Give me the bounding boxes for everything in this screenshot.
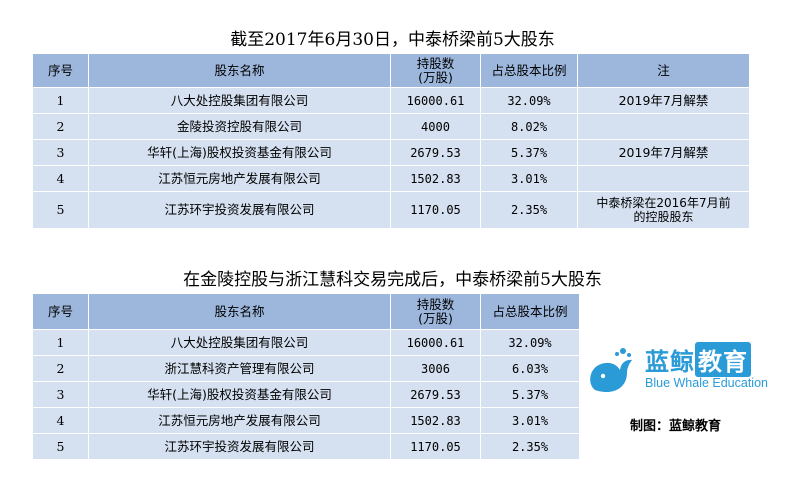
row-shares: 2679.53 — [390, 381, 481, 408]
row-seq: 4 — [32, 407, 89, 434]
row-seq: 3 — [32, 139, 89, 166]
row-ratio: 2.35% — [480, 191, 578, 229]
table2-title: 在金陵控股与浙江慧科交易完成后，中泰桥梁前5大股东 — [183, 270, 602, 290]
header-seq: 序号 — [32, 53, 89, 88]
table-header-row: 序号 股东名称 持股数 (万股) 占总股本比例 注 — [32, 53, 750, 88]
header-name: 股东名称 — [88, 53, 391, 88]
table-header-row: 序号 股东名称 持股数 (万股) 占总股本比例 — [32, 293, 580, 330]
shareholders-table-before: 序号 股东名称 持股数 (万股) 占总股本比例 注 1 八大处控股集团有限公司 1… — [32, 53, 750, 229]
row-shares: 1502.83 — [390, 407, 481, 434]
row-ratio: 2.35% — [480, 433, 580, 460]
header-ratio: 占总股本比例 — [480, 53, 578, 88]
chart-credit: 制图：蓝鲸教育 — [630, 419, 722, 434]
row-seq: 2 — [32, 113, 89, 140]
row-seq: 1 — [32, 87, 89, 114]
whale-icon — [590, 348, 632, 392]
row-shares: 16000.61 — [390, 87, 481, 114]
table-row: 3 华轩(上海)股权投资基金有限公司 2679.53 5.37% 2019年7月… — [32, 139, 750, 166]
row-shares: 2679.53 — [390, 139, 481, 166]
brand-name-cn: 蓝鲸 教育 — [645, 342, 751, 377]
row-name: 江苏环宇投资发展有限公司 — [88, 191, 391, 229]
row-note — [577, 165, 750, 192]
row-shares: 16000.61 — [390, 329, 481, 356]
row-name: 江苏恒元房地产发展有限公司 — [88, 165, 391, 192]
row-name: 八大处控股集团有限公司 — [88, 87, 391, 114]
row-note: 中泰桥梁在2016年7月前 的控股股东 — [577, 191, 750, 229]
row-note: 2019年7月解禁 — [577, 139, 750, 166]
table-row: 2 浙江慧科资产管理有限公司 3006 6.03% — [32, 355, 580, 382]
row-name: 八大处控股集团有限公司 — [88, 329, 391, 356]
row-seq: 5 — [32, 433, 89, 460]
row-shares: 3006 — [390, 355, 481, 382]
row-name: 江苏环宇投资发展有限公司 — [88, 433, 391, 460]
row-ratio: 32.09% — [480, 329, 580, 356]
row-shares: 4000 — [390, 113, 481, 140]
row-name: 江苏恒元房地产发展有限公司 — [88, 407, 391, 434]
table-row: 2 金陵投资控股有限公司 4000 8.02% — [32, 113, 750, 140]
table-row: 5 江苏环宇投资发展有限公司 1170.05 2.35% 中泰桥梁在2016年7… — [32, 191, 750, 229]
table-row: 4 江苏恒元房地产发展有限公司 1502.83 3.01% — [32, 165, 750, 192]
header-ratio: 占总股本比例 — [480, 293, 580, 330]
row-seq: 2 — [32, 355, 89, 382]
table-row: 1 八大处控股集团有限公司 16000.61 32.09% 2019年7月解禁 — [32, 87, 750, 114]
blue-whale-logo: 蓝鲸 教育 Blue Whale Education — [587, 340, 777, 435]
row-name: 金陵投资控股有限公司 — [88, 113, 391, 140]
row-ratio: 5.37% — [480, 381, 580, 408]
row-shares: 1170.05 — [390, 191, 481, 229]
row-ratio: 32.09% — [480, 87, 578, 114]
row-seq: 4 — [32, 165, 89, 192]
table1-title: 截至2017年6月30日，中泰桥梁前5大股东 — [230, 30, 555, 50]
row-note: 2019年7月解禁 — [577, 87, 750, 114]
row-name: 浙江慧科资产管理有限公司 — [88, 355, 391, 382]
row-ratio: 8.02% — [480, 113, 578, 140]
row-seq: 3 — [32, 381, 89, 408]
row-note — [577, 113, 750, 140]
shareholders-table-after: 序号 股东名称 持股数 (万股) 占总股本比例 1 八大处控股集团有限公司 160… — [32, 293, 580, 460]
row-seq: 5 — [32, 191, 89, 229]
header-shares: 持股数 (万股) — [390, 293, 481, 330]
table-row: 5 江苏环宇投资发展有限公司 1170.05 2.35% — [32, 433, 580, 460]
row-name: 华轩(上海)股权投资基金有限公司 — [88, 139, 391, 166]
row-ratio: 5.37% — [480, 139, 578, 166]
row-ratio: 6.03% — [480, 355, 580, 382]
row-shares: 1502.83 — [390, 165, 481, 192]
brand-name-en: Blue Whale Education — [645, 376, 768, 390]
row-ratio: 3.01% — [480, 407, 580, 434]
header-name: 股东名称 — [88, 293, 391, 330]
table-row: 3 华轩(上海)股权投资基金有限公司 2679.53 5.37% — [32, 381, 580, 408]
row-seq: 1 — [32, 329, 89, 356]
header-shares: 持股数 (万股) — [390, 53, 481, 88]
header-note: 注 — [577, 53, 750, 88]
table-row: 1 八大处控股集团有限公司 16000.61 32.09% — [32, 329, 580, 356]
header-seq: 序号 — [32, 293, 89, 330]
row-shares: 1170.05 — [390, 433, 481, 460]
row-ratio: 3.01% — [480, 165, 578, 192]
row-name: 华轩(上海)股权投资基金有限公司 — [88, 381, 391, 408]
table-row: 4 江苏恒元房地产发展有限公司 1502.83 3.01% — [32, 407, 580, 434]
